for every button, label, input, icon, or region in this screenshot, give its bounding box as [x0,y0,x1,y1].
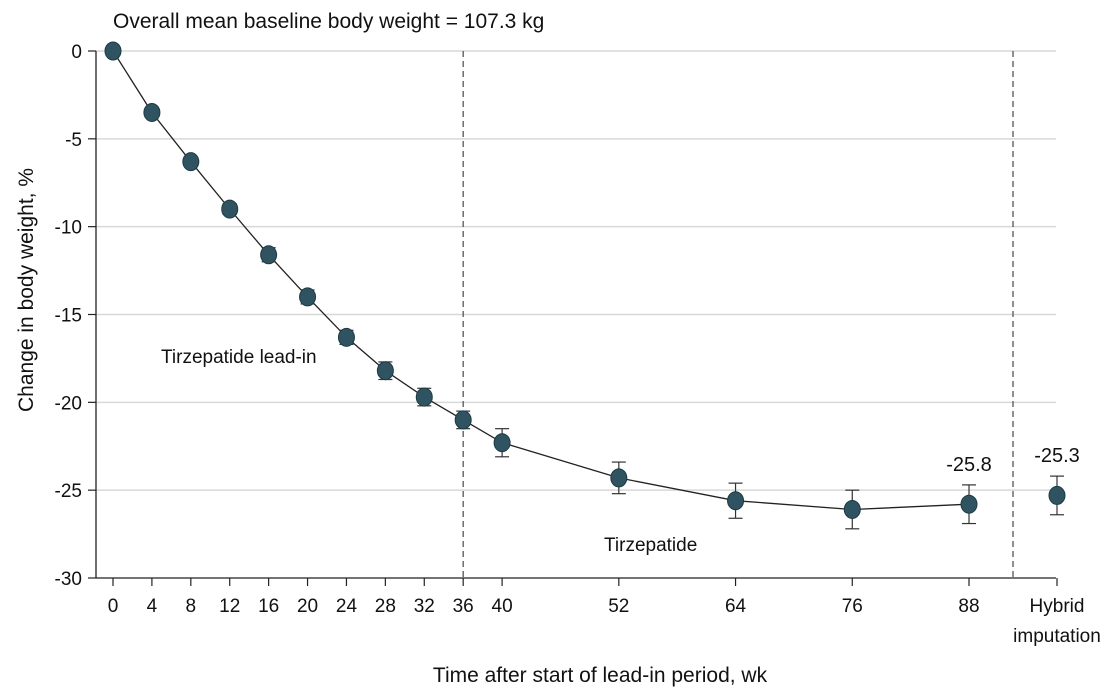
x-tick-label-8: 8 [186,596,197,617]
x-tick-label-16: 16 [258,596,279,617]
x-tick-label-20: 20 [297,596,318,617]
x-tick-label-76: 76 [842,596,863,617]
data-point-week-0 [104,41,122,61]
error-bars [144,108,1064,530]
data-point-hybrid [1048,485,1066,505]
data-point-week-36 [454,410,472,430]
grid-lines [96,50,1056,491]
series-line [112,50,970,511]
tirzepatide-phase-label: Tirzepatide [604,535,697,556]
data-point-week-4 [143,102,161,122]
data-point-week-40 [493,433,511,453]
x-tick-label-32: 32 [414,596,435,617]
data-point-week-64 [727,491,745,511]
data-points [104,41,1066,519]
x-tick-label-12: 12 [219,596,240,617]
x-tick-label-24: 24 [336,596,358,617]
y-tick-label-10: -10 [55,218,82,239]
hybrid-tick-label-line1: Hybrid [1030,596,1085,617]
x-tick-label-0: 0 [108,596,119,617]
data-point-week-28 [376,361,394,381]
data-point-week-24 [337,327,355,347]
y-tick-label-30: -30 [55,569,82,590]
phase-dividers [462,51,1014,578]
data-point-week-20 [299,287,317,307]
data-point-week-88 [960,494,978,514]
data-point-week-12 [221,199,239,219]
x-axis-title: Time after start of lead-in period, wk [433,664,768,687]
data-point-week-16 [260,245,278,265]
data-point-week-76 [843,499,861,519]
y-tick-label-15: -15 [55,306,82,327]
x-tick-label-36: 36 [453,596,474,617]
y-tick-label-5: -5 [65,130,82,151]
series-polyline [112,50,970,511]
y-tick-label-25: -25 [55,481,82,502]
hybrid-tick-label-line2: imputation [1013,626,1101,647]
y-axis-ticks: 0 -5 -10 -15 -20 -25 -30 [55,42,96,590]
x-tick-label-64: 64 [725,596,747,617]
x-tick-label-4: 4 [147,596,158,617]
x-tick-label-52: 52 [608,596,629,617]
week-88-value-label: -25.8 [946,454,992,476]
lead-in-phase-label: Tirzepatide lead-in [161,347,317,368]
data-point-week-32 [415,387,433,407]
x-tick-label-28: 28 [375,596,396,617]
hybrid-value-label: -25.3 [1034,445,1080,467]
data-point-week-52 [610,468,628,488]
data-point-week-8 [182,152,200,172]
x-tick-label-88: 88 [958,596,979,617]
baseline-note: Overall mean baseline body weight = 107.… [113,10,544,33]
y-tick-label-0: 0 [71,42,82,63]
y-tick-label-20: -20 [55,393,82,414]
y-axis-title: Change in body weight, % [15,168,38,412]
x-tick-label-40: 40 [492,596,513,617]
x-axis-ticks: 0 4 8 12 16 20 24 28 32 36 40 52 64 76 88 [108,578,1058,617]
